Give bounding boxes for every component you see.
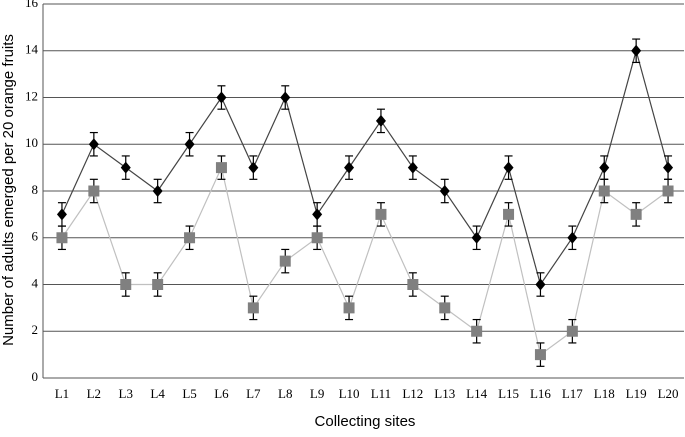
x-tick-label: L7 <box>246 386 261 401</box>
x-tick-label: L14 <box>466 386 487 401</box>
x-tick-label: L13 <box>434 386 455 401</box>
x-tick-label: L11 <box>371 386 391 401</box>
data-point <box>56 232 68 244</box>
x-tick-label: L4 <box>150 386 165 401</box>
data-point <box>630 208 642 220</box>
x-tick-label: L20 <box>658 386 679 401</box>
data-point <box>184 138 195 151</box>
x-axis-title: Collecting sites <box>315 413 416 430</box>
data-point <box>152 185 163 197</box>
y-axis-title: Number of adults emerged per 20 orange f… <box>0 34 17 346</box>
x-tick-label: L17 <box>562 386 583 401</box>
data-point <box>471 325 483 337</box>
data-point <box>56 208 67 221</box>
data-point <box>279 255 291 267</box>
data-point <box>375 114 386 127</box>
data-point <box>407 161 418 174</box>
y-tick-label: 2 <box>32 322 39 337</box>
data-point <box>343 302 355 314</box>
data-point <box>534 349 546 361</box>
x-tick-label: L16 <box>530 386 551 401</box>
data-point <box>184 232 196 244</box>
data-point <box>439 302 451 314</box>
y-tick-label: 14 <box>25 42 39 57</box>
y-tick-label: 16 <box>25 0 39 10</box>
data-point <box>631 44 642 57</box>
data-point <box>215 162 227 174</box>
data-point <box>312 208 323 221</box>
y-tick-label: 10 <box>25 135 38 150</box>
x-tick-label: L9 <box>310 386 324 401</box>
data-point <box>598 185 610 197</box>
x-tick-label: L15 <box>498 386 519 401</box>
data-point <box>280 91 291 104</box>
x-tick-label: L12 <box>402 386 423 401</box>
y-tick-label: 0 <box>32 369 39 384</box>
data-point <box>567 231 578 244</box>
y-tick-label: 8 <box>32 182 39 197</box>
series-line <box>61 48 669 286</box>
data-point <box>503 161 514 174</box>
data-point <box>439 185 450 197</box>
x-tick-label: L18 <box>594 386 615 401</box>
data-point <box>535 278 546 291</box>
data-point <box>599 161 610 174</box>
x-tick-label: L6 <box>214 386 229 401</box>
y-tick-label: 4 <box>32 275 39 290</box>
x-tick-label: L8 <box>278 386 292 401</box>
data-point <box>471 231 482 244</box>
x-tick-label: L10 <box>339 386 360 401</box>
data-point <box>247 302 259 314</box>
data-point <box>662 185 674 197</box>
data-point <box>375 208 387 220</box>
data-point <box>248 161 259 174</box>
data-point <box>566 325 578 337</box>
x-tick-label: L5 <box>182 386 196 401</box>
data-point <box>120 279 132 290</box>
data-point <box>120 161 131 174</box>
data-point <box>311 232 323 244</box>
y-tick-label: 12 <box>25 88 38 103</box>
x-tick-label: L2 <box>87 386 101 401</box>
y-tick-label: 6 <box>32 229 39 244</box>
data-point <box>407 279 419 290</box>
x-tick-label: L19 <box>626 386 647 401</box>
data-point <box>503 208 515 220</box>
x-tick-label: L1 <box>55 386 69 401</box>
data-point <box>88 138 99 151</box>
data-point <box>88 185 100 197</box>
x-tick-label: L3 <box>119 386 133 401</box>
data-point <box>663 161 674 174</box>
data-point <box>152 279 164 290</box>
data-point <box>216 91 227 104</box>
data-point <box>344 161 355 174</box>
